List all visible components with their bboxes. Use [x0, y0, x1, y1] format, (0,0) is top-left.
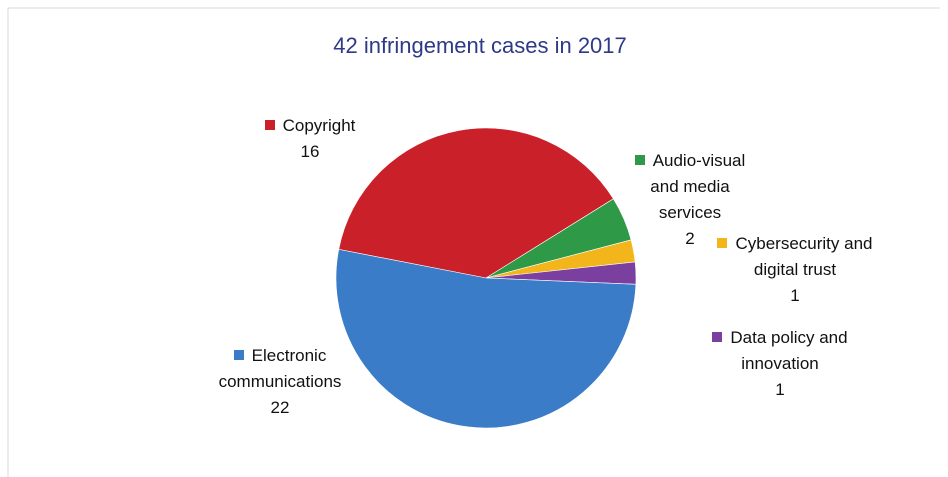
- frame: [7, 7, 940, 477]
- category-label: Audio-visual and media services: [650, 151, 746, 222]
- slice-name: Copyright: [240, 113, 380, 139]
- pie-slice: [335, 249, 637, 429]
- slice-name: Data policy and innovation: [690, 325, 870, 377]
- slice-label: Copyright 16: [240, 113, 380, 165]
- value-label: 16: [300, 142, 320, 161]
- legend-swatch: [233, 350, 244, 360]
- slice-label: Cybersecurity and digital trust 1: [700, 231, 890, 309]
- slice-name: Audio-visual and media services: [625, 148, 755, 226]
- category-label: Data policy and innovation: [730, 328, 848, 373]
- legend-swatch: [717, 238, 728, 248]
- category-label: Electronic communications: [218, 346, 342, 391]
- value-label: 1: [790, 286, 800, 305]
- value-label: 1: [775, 380, 785, 399]
- legend-swatch: [634, 155, 645, 165]
- slice-label: Audio-visual and media services 2: [625, 148, 755, 252]
- slice-label: Electronic communications 22: [180, 343, 380, 421]
- legend-swatch: [712, 332, 723, 342]
- pie-slice: [338, 127, 614, 279]
- value-label: 22: [270, 398, 290, 417]
- category-label: Copyright: [282, 116, 356, 135]
- slice-label: Data policy and innovation 1: [690, 325, 870, 403]
- value-label: 2: [685, 229, 695, 248]
- slice-name: Electronic communications: [180, 343, 380, 395]
- category-label: Cybersecurity and digital trust: [735, 234, 873, 279]
- chart-title: 42 infringement cases in 2017: [333, 33, 627, 58]
- legend-swatch: [264, 120, 275, 130]
- slice-name: Cybersecurity and digital trust: [700, 231, 890, 283]
